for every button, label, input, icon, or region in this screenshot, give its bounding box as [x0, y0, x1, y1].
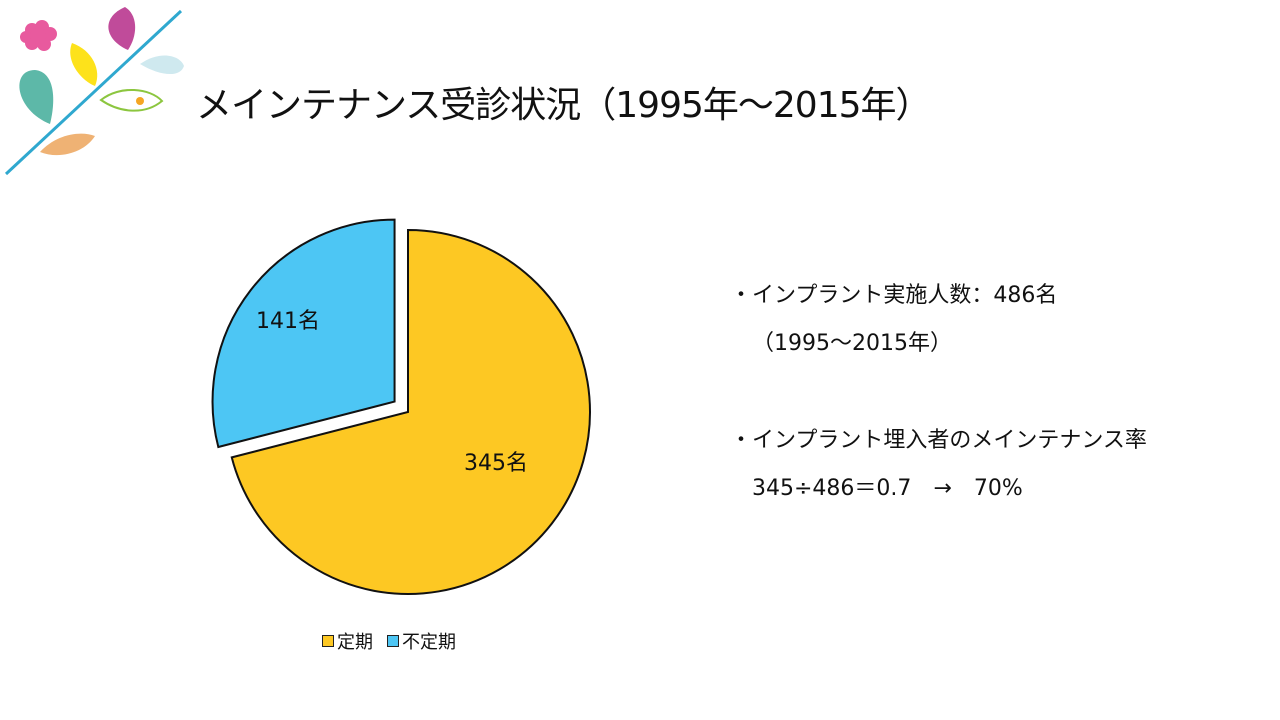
note-total-count: ・インプラント実施人数：486名	[730, 283, 1058, 308]
slide-title: メインテナンス受診状況（1995年～2015年）	[196, 85, 932, 126]
legend-swatch	[387, 635, 399, 647]
legend-label: 定期	[337, 632, 373, 653]
legend-item-teiki: 定期	[322, 628, 373, 654]
note-maintenance-rate-heading: ・インプラント埋入者のメインテナンス率	[730, 428, 1147, 453]
decoration-line	[4, 9, 183, 176]
leaf-icon	[140, 55, 184, 75]
note-period: （1995～2015年）	[752, 331, 952, 356]
notes-text: ・インプラント実施人数：486名 （1995～2015年） ・インプラント埋入者…	[730, 272, 1147, 513]
leaf-icon	[108, 7, 136, 50]
data-label: 345名	[464, 451, 528, 476]
leaf-icon	[40, 133, 95, 156]
leaf-icon	[19, 70, 54, 124]
note-maintenance-rate-calc: 345÷486＝0.7 → 70%	[752, 476, 1023, 501]
leaf-icon	[70, 43, 98, 86]
legend-swatch	[322, 635, 334, 647]
legend-label: 不定期	[402, 632, 456, 653]
legend-item-futeiki: 不定期	[387, 628, 456, 654]
leaf-outline-icon	[99, 88, 164, 112]
chart-legend: 定期 不定期	[322, 628, 464, 654]
floral-decoration	[4, 7, 184, 176]
flower-icon	[20, 20, 57, 51]
data-label: 141名	[256, 309, 320, 334]
pie-slice-teiki	[230, 228, 591, 595]
pie-slice-futeiki	[211, 218, 396, 449]
small-flower-icon	[136, 97, 144, 105]
